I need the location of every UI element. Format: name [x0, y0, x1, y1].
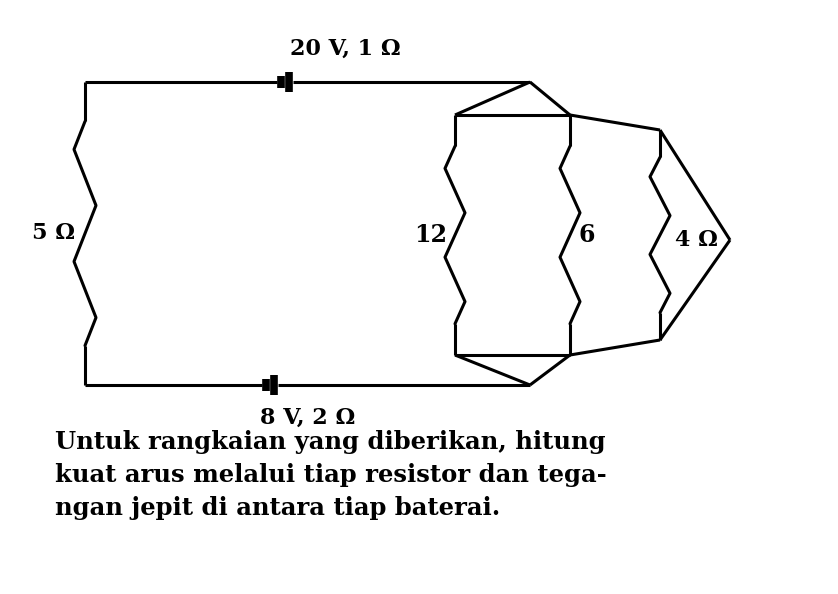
Text: kuat arus melalui tiap resistor dan tega-: kuat arus melalui tiap resistor dan tega… [55, 463, 607, 487]
Text: ngan jepit di antara tiap baterai.: ngan jepit di antara tiap baterai. [55, 496, 500, 520]
Text: 8 V, 2 Ω: 8 V, 2 Ω [260, 407, 355, 429]
Text: 6: 6 [578, 223, 594, 247]
Text: 5 Ω: 5 Ω [32, 222, 75, 244]
Text: 4 Ω: 4 Ω [675, 229, 718, 251]
Text: 20 V, 1 Ω: 20 V, 1 Ω [290, 38, 401, 60]
Text: 12: 12 [414, 223, 447, 247]
Text: Untuk rangkaian yang diberikan, hitung: Untuk rangkaian yang diberikan, hitung [55, 430, 606, 454]
